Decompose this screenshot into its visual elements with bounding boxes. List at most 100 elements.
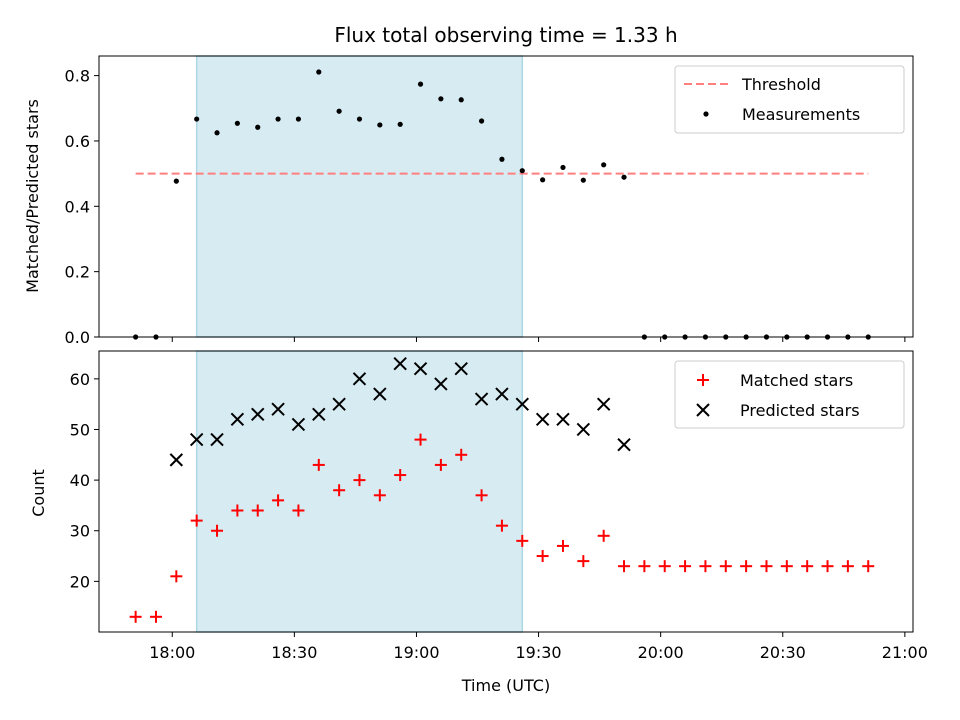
predicted-stars-point [352,372,367,386]
measurements-point [560,164,566,171]
matched-stars-point [862,560,875,573]
y-tick-label: 0.8 [65,67,90,86]
matched-stars-point [414,433,427,446]
legend-measurements-swatch [703,111,709,117]
legend-matched-label: Matched stars [740,371,853,390]
predicted-stars-point [535,412,550,427]
measurements-point [438,96,444,102]
top-legend: Threshold Measurements [674,65,905,134]
measurements-point [356,116,363,122]
measurements-point [214,130,220,136]
matched-stars-point [434,458,447,471]
matched-stars-point [801,560,814,573]
matched-stars-point [251,504,264,517]
measurements-point [417,81,424,87]
measurements-point [255,124,261,130]
matched-stars-point [699,560,712,573]
bottom-legend: Matched stars Predicted stars [674,360,905,429]
matched-stars-point [841,560,854,573]
matched-stars-point [679,560,692,573]
measurements-point [580,177,586,183]
predicted-stars-point [413,362,428,376]
measurements-point [499,156,505,162]
matched-stars-point [760,560,773,573]
measurements-point [540,177,546,183]
x-tick-label: 19:30 [516,643,562,662]
predicted-stars-point [515,397,529,411]
measurements-point [397,121,403,127]
y-tick-label: 0.4 [65,197,90,216]
x-tick-label: 21:00 [882,643,928,662]
y-tick-label: 60 [70,370,90,389]
top-y-axis-label: Matched/Predicted stars [23,99,42,293]
predicted-stars-point [474,392,489,406]
y-tick-label: 30 [70,522,90,541]
legend-predicted-swatch [696,403,710,417]
predicted-stars-point [576,422,591,437]
y-tick-label: 20 [70,572,90,591]
bottom-plot-area: 20 30 40 50 60 18:00 18:30 19:00 19:30 20:00 20:30… [70,350,928,662]
matched-stars-point [231,504,244,517]
matched-stars-point [618,560,631,573]
measurements-point [275,116,281,122]
x-tick-label: 19:00 [393,643,439,662]
measurements-point [336,108,342,114]
legend-threshold-label: Threshold [741,75,821,94]
predicted-stars-point [230,412,245,427]
matched-stars-point [190,514,203,527]
matched-stars-point [129,610,142,623]
measurements-point [601,162,607,168]
matched-stars-point [292,504,305,517]
bottom-y-axis-label: Count [29,469,48,517]
observing-window-shade [195,350,524,633]
matched-stars-point [475,489,488,502]
x-tick-label: 18:30 [271,643,317,662]
measurements-point [519,168,525,174]
measurements-point [194,116,200,122]
matched-stars-point [272,494,285,507]
predicted-stars-point [393,356,407,371]
matched-stars-point [658,560,671,573]
matched-stars-point [170,570,183,583]
legend-measurements-label: Measurements [742,105,860,124]
measurements-point [316,69,322,75]
matched-stars-point [495,519,508,532]
matched-stars-point [333,484,346,497]
measurements-point [458,97,464,103]
matched-stars-point [353,474,366,487]
measurements-point [173,178,179,184]
x-axis-label: Time (UTC) [461,676,550,695]
predicted-stars-point [169,453,184,467]
bottom-legend-box [674,360,905,429]
matched-stars-point [740,560,753,573]
top-panel: Flux total observing time = 1.33 h 0.00.… [23,23,914,347]
matched-stars-point [394,469,407,482]
matched-stars-point [536,550,549,563]
y-tick-label: 40 [70,471,90,490]
predicted-stars-point [332,397,346,411]
legend-matched-swatch [697,374,709,386]
top-plot-area: 0.0 0.2 0.4 0.6 0.8 [65,55,914,347]
matched-stars-point [780,560,793,573]
matched-stars-point [312,458,325,471]
matched-stars-point [597,529,610,542]
top-legend-box [674,65,905,134]
predicted-stars-point [617,437,631,452]
matched-stars-point [638,560,651,573]
matched-stars-point [577,555,590,568]
x-tick-label: 20:30 [760,643,806,662]
axes-frame [98,350,914,633]
predicted-stars-point [312,407,326,421]
y-tick-label: 0.0 [65,328,90,347]
chart-title: Flux total observing time = 1.33 h [334,23,677,47]
bottom-panel: 20 30 40 50 60 18:00 18:30 19:00 19:30 20:00 20:30… [29,350,928,695]
predicted-stars-point [189,432,204,447]
matched-stars-point [556,539,569,552]
predicted-stars-point [251,407,265,421]
measurements-point [295,116,302,122]
x-tick-label: 20:00 [638,643,684,662]
y-tick-label: 50 [70,420,90,439]
x-tick-label: 18:00 [149,643,195,662]
matched-stars-point [211,524,224,537]
